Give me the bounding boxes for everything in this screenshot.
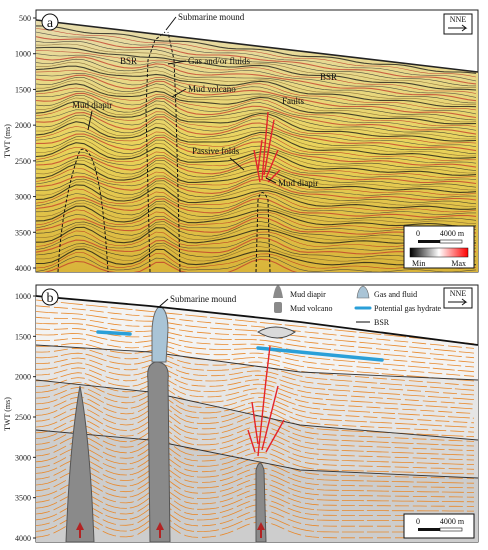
- label-faults: Faults: [282, 96, 305, 106]
- ytick-a-label: 1000: [15, 50, 31, 59]
- compass-b: NNE: [443, 287, 473, 309]
- panel-a-letter: a: [47, 16, 54, 31]
- panel-a-yticks: 500 1000 1500 2000 2500 3000 3500 4000: [15, 14, 36, 273]
- ytick-a-label: 2000: [15, 121, 31, 130]
- mud-diapir-right: [255, 462, 267, 542]
- scale-a-length: 4000 m: [440, 229, 465, 238]
- colorbar-min: Min: [412, 259, 425, 268]
- gas-fluid-legend-icon: [356, 285, 370, 299]
- colorbar-a: [409, 247, 469, 258]
- ytick-a-label: 4000: [15, 264, 31, 273]
- scale-b-zero: 0: [416, 517, 420, 526]
- annotations-a: Submarine mound BSR BSR Gas and/or fluid…: [72, 12, 337, 188]
- ytick-b-label: 4000: [15, 534, 31, 543]
- gas-fluid-lens: [257, 326, 296, 339]
- label-gas-fluids: Gas and/or fluids: [188, 56, 250, 66]
- mud-diapir-right-outline: [255, 192, 271, 272]
- label-passive-folds: Passive folds: [192, 146, 240, 156]
- colorbar-max: Max: [451, 259, 466, 268]
- legend-gas-fluid: Gas and fluid: [374, 290, 417, 299]
- compass-a-label: NNE: [450, 15, 467, 24]
- label-mud-diapir-right: Mud diapir: [278, 178, 318, 188]
- legend-b: Mud diapir Mud volcano Gas and fluid Pot…: [273, 285, 442, 327]
- ytick-b-label: 1000: [15, 292, 31, 301]
- ytick-b-label: 1500: [15, 332, 31, 341]
- seismic-reflectors: [36, 25, 477, 272]
- faults-a: [253, 111, 281, 183]
- label-bsr-left: BSR: [120, 56, 137, 66]
- legend-mud-diapir: Mud diapir: [290, 290, 326, 299]
- mud-volcano-outline: [145, 31, 181, 272]
- ytick-a-label: 1500: [15, 85, 31, 94]
- mud-diapir-left-outline: [57, 148, 109, 272]
- mud-volcano-b: [147, 361, 171, 542]
- scale-colorbar-a: 0 4000 m Min Max: [403, 225, 475, 269]
- ytick-b-label: 2500: [15, 413, 31, 422]
- mud-diapir-legend-icon: [273, 285, 283, 298]
- panel-b-ylabel: TWT (ms): [3, 397, 12, 431]
- panel-b-yticks: 1000 1500 2000 2500 3000 3500 4000: [15, 292, 36, 543]
- ytick-a-label: 3000: [15, 193, 31, 202]
- gas-hydrate-left: [96, 330, 132, 336]
- compass-b-arrow-icon: [448, 298, 468, 306]
- panel-a-ylabel: TWT (ms): [3, 124, 12, 158]
- scale-b-length: 4000 m: [440, 517, 465, 526]
- ytick-a-label: 2500: [15, 157, 31, 166]
- compass-b-label: NNE: [450, 289, 467, 298]
- faults-b: [247, 345, 285, 457]
- ytick-a-label: 500: [19, 14, 31, 23]
- mud-diapir-left: [65, 385, 95, 542]
- panel-b-letter: b: [47, 291, 54, 306]
- label-mud-diapir-left: Mud diapir: [72, 100, 112, 110]
- seafloor-b: [36, 295, 478, 346]
- upward-arrows-b: [76, 522, 265, 538]
- ytick-b-label: 2000: [15, 373, 31, 382]
- scale-a-zero: 0: [416, 229, 420, 238]
- compass-a: NNE: [443, 13, 473, 35]
- legend-gas-hydrate: Potential gas hydrate: [374, 304, 442, 313]
- unit-boundaries-b: [36, 344, 478, 479]
- label-submarine-mound-b: Submarine mound: [170, 294, 237, 304]
- panel-a-letter-badge: [41, 13, 59, 31]
- panel-b: b NNE TWT (ms) 1000 1500 2000 2500 3000 3500 4…: [3, 284, 479, 543]
- ytick-a-label: 3500: [15, 228, 31, 237]
- legend-bsr: BSR: [374, 318, 390, 327]
- upward-arrow-icon: [257, 522, 265, 538]
- panel-a: a NNE TWT (ms) 500 1000 1500 2000 2500 3000 35…: [3, 9, 479, 273]
- scale-b: 0 4000 m: [403, 513, 475, 539]
- label-submarine-mound-a: Submarine mound: [178, 12, 245, 22]
- compass-a-arrow-icon: [448, 24, 468, 32]
- ytick-b-label: 3000: [15, 453, 31, 462]
- upward-arrow-icon: [156, 522, 164, 538]
- gas-chimney-b: [151, 305, 169, 363]
- label-bsr-right: BSR: [320, 72, 337, 82]
- mud-volcano-legend-icon: [274, 302, 282, 313]
- panel-b-letter-badge: [41, 288, 59, 306]
- legend-mud-volcano: Mud volcano: [290, 304, 332, 313]
- upward-arrow-icon: [76, 522, 84, 538]
- seafloor-a: [36, 19, 478, 73]
- label-mud-volcano-a: Mud volcano: [188, 84, 236, 94]
- ytick-b-label: 3500: [15, 494, 31, 503]
- gas-hydrate-right: [256, 346, 384, 362]
